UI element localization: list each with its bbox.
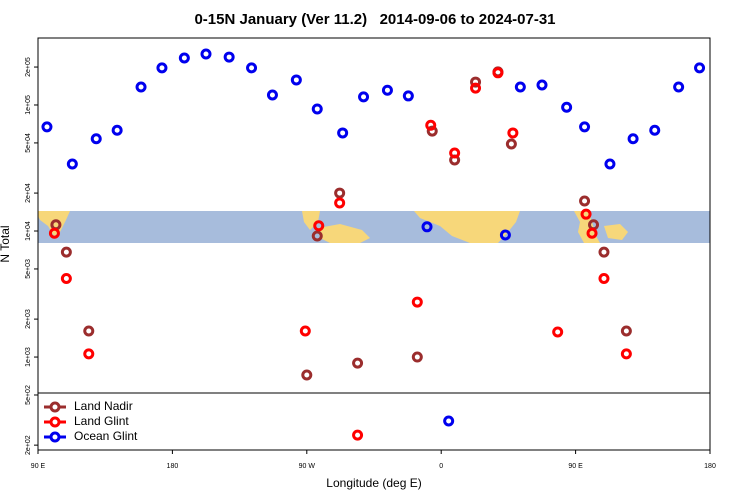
x-tick-label: 90 E: [31, 463, 46, 470]
point: [311, 103, 323, 115]
y-axis-label: N Total: [0, 225, 12, 262]
point: [499, 229, 511, 241]
point: [604, 158, 616, 170]
x-tick-label: 90 W: [299, 463, 316, 470]
x-tick-label: 180: [167, 463, 179, 470]
point: [505, 138, 517, 150]
point: [598, 246, 610, 258]
point: [425, 119, 437, 131]
land: [318, 224, 370, 243]
plot-frame: [37, 37, 711, 451]
legend-label: Land Glint: [74, 414, 129, 428]
point: [443, 415, 455, 427]
y-tick-label: 5e+04: [25, 133, 32, 153]
x-tick-label: 90 E: [568, 463, 583, 470]
legend-label: Land Nadir: [74, 399, 133, 413]
point: [41, 121, 53, 133]
x-tick-label: 0: [439, 463, 443, 470]
x-tick-label: 180: [704, 463, 716, 470]
point: [561, 101, 573, 113]
point: [358, 91, 370, 103]
y-tick-label: 1e+04: [25, 221, 32, 241]
point: [313, 220, 325, 232]
point: [60, 272, 72, 284]
legend-marker: [49, 431, 61, 443]
point: [223, 51, 235, 63]
y-tick-label: 1e+05: [25, 95, 32, 115]
point: [178, 52, 190, 64]
point: [514, 81, 526, 93]
point: [492, 67, 504, 79]
point: [470, 76, 482, 88]
point: [200, 48, 212, 60]
point: [290, 74, 302, 86]
point: [694, 62, 706, 74]
point: [381, 84, 393, 96]
point: [301, 369, 313, 381]
y-tick-label: 5e+03: [25, 259, 32, 279]
point: [60, 246, 72, 258]
y-tick-label: 1e+03: [25, 347, 32, 367]
point: [135, 81, 147, 93]
point: [48, 227, 60, 239]
point: [598, 272, 610, 284]
point: [620, 348, 632, 360]
y-tick-label: 2e+04: [25, 183, 32, 203]
y-tick-label: 5e+02: [25, 385, 32, 405]
x-axis-label: Longitude (deg E): [326, 476, 421, 490]
y-tick-label: 2e+05: [25, 57, 32, 77]
point: [649, 124, 661, 136]
point: [426, 125, 438, 137]
point: [507, 127, 519, 139]
point: [580, 208, 592, 220]
y-tick-label: 2e+03: [25, 309, 32, 329]
point: [620, 325, 632, 337]
point: [66, 158, 78, 170]
chart-title: 0-15N January (Ver 11.2) 2014-09-06 to 2…: [194, 11, 555, 28]
point: [449, 147, 461, 159]
legend-marker: [49, 401, 61, 413]
land: [38, 211, 70, 236]
point: [352, 357, 364, 369]
point: [673, 81, 685, 93]
point: [156, 62, 168, 74]
land: [604, 224, 628, 240]
point: [536, 79, 548, 91]
point: [579, 195, 591, 207]
point: [402, 90, 414, 102]
point: [579, 121, 591, 133]
point: [421, 221, 433, 233]
point: [246, 62, 258, 74]
point: [299, 325, 311, 337]
point: [334, 187, 346, 199]
land: [414, 211, 520, 243]
point: [337, 127, 349, 139]
legend-label: Ocean Glint: [74, 429, 138, 443]
point: [411, 351, 423, 363]
point: [90, 133, 102, 145]
point: [311, 230, 323, 242]
point: [334, 197, 346, 209]
point: [411, 296, 423, 308]
legend-marker: [49, 416, 61, 428]
point: [470, 82, 482, 94]
point: [552, 326, 564, 338]
point: [266, 89, 278, 101]
map-strip: [38, 211, 710, 243]
point: [627, 133, 639, 145]
point: [83, 325, 95, 337]
point: [111, 124, 123, 136]
point: [352, 429, 364, 441]
y-tick-label: 2e+02: [25, 435, 32, 455]
land: [574, 211, 600, 243]
point: [83, 348, 95, 360]
land: [302, 211, 320, 230]
point: [586, 227, 598, 239]
